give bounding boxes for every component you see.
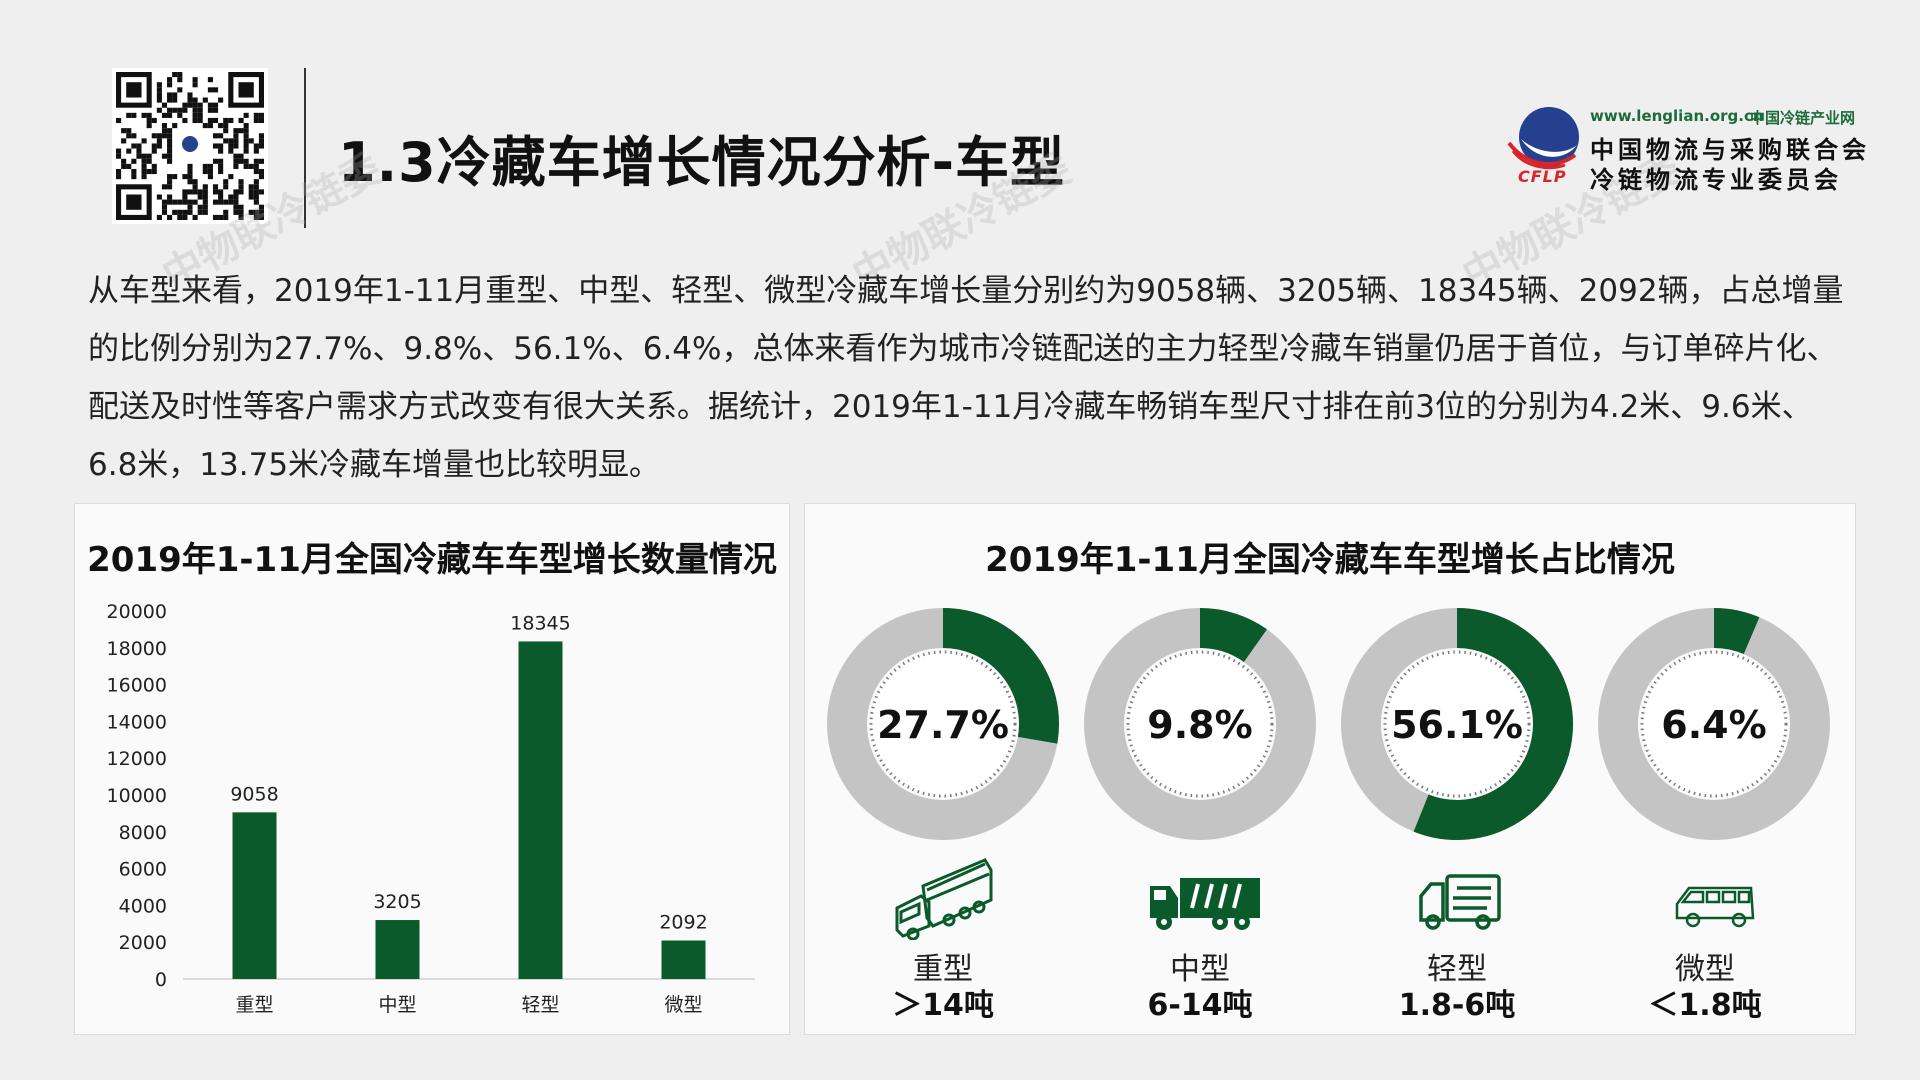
y-tick-label: 10000 [107,785,167,807]
donut-percent-label: 27.7% [877,703,1009,747]
vehicle-weight-range: 6-14吨 [1147,988,1253,1023]
bar-data-label: 18345 [510,612,570,634]
bar [375,920,420,979]
bar-data-label: 2092 [659,912,707,934]
x-tick-label: 中型 [378,994,416,1016]
donut-slice [1413,608,1573,840]
light-truck-icon [1419,874,1501,930]
bar-data-label: 3205 [373,891,421,913]
y-tick-label: 12000 [107,748,167,770]
vehicle-type-name: 轻型 [1427,952,1487,987]
donut-inner-ring [1383,650,1531,798]
bar [232,812,277,979]
donut-inner-ring [1126,650,1274,798]
vehicle-type-name: 微型 [1675,952,1735,987]
logo-org-name: 中国物流与采购联合会 [1590,136,1870,164]
y-tick-label: 6000 [119,859,167,881]
title-divider [304,68,306,228]
y-tick-label: 16000 [107,675,167,697]
donut-heavy: 27.7% [823,604,1063,848]
donut-percent-label: 6.4% [1661,703,1766,747]
bar [518,641,563,979]
donut-medium: 9.8% [1080,604,1320,848]
logo-url: www.lenglian.org.cn [1590,107,1764,125]
logo-site-name: 中国冷链产业网 [1750,109,1856,127]
logo-abbr: CFLP [1518,167,1567,186]
donut-inner-ring [1640,650,1788,798]
y-tick-label: 0 [155,969,167,991]
cflp-logo: www.lenglian.org.cn 中国冷链产业网 中国物流与采购联合会 冷… [1505,105,1875,194]
bar [661,940,706,979]
y-tick-label: 18000 [107,638,167,660]
x-tick-label: 微型 [664,994,702,1016]
bar-chart-panel: 2019年1-11月全国冷藏车车型增长数量情况 20000 18000 16000 1… [74,503,790,1035]
y-tick-label: 4000 [119,895,167,917]
vehicle-weight-range: 1.8-6吨 [1398,988,1516,1023]
donut-percent-label: 9.8% [1147,703,1252,747]
van-icon [1675,886,1755,928]
vehicle-type-name: 中型 [1170,952,1230,987]
bar-data-label: 9058 [230,783,278,805]
bar-chart-title: 2019年1-11月全国冷藏车车型增长数量情况 [87,540,777,580]
medium-truck-icon [1150,878,1260,930]
vehicle-type-name: 重型 [913,952,973,987]
globe-logo-icon [1507,107,1579,170]
donut-slice [1199,608,1267,663]
donut-mini: 6.4% [1594,604,1834,848]
summary-paragraph: 从车型来看，2019年1-11月重型、中型、轻型、微型冷藏车增长量分别约为905… [88,273,1844,483]
donut-percent-label: 56.1% [1391,703,1523,747]
qr-code [112,68,268,224]
donut-chart-title: 2019年1-11月全国冷藏车车型增长占比情况 [985,540,1675,580]
y-tick-label: 2000 [119,932,167,954]
vehicle-weight-range: ＞14吨 [892,988,994,1023]
logo-committee-name: 冷链物流专业委员会 [1590,166,1842,194]
donut-inner-ring [869,650,1017,798]
page-title: 1.3冷藏车增长情况分析-车型 [338,131,1066,194]
donut-light: 56.1% [1337,604,1577,848]
heavy-truck-icon [895,858,993,940]
y-tick-label: 14000 [107,711,167,733]
donut-slice [942,608,1059,744]
y-tick-label: 8000 [119,822,167,844]
y-tick-label: 20000 [107,601,167,623]
vehicle-weight-range: ＜1.8吨 [1648,988,1762,1023]
x-tick-label: 重型 [235,994,273,1016]
donut-chart-panel: 2019年1-11月全国冷藏车车型增长占比情况 27.7% 9.8% 56.1%… [804,503,1856,1035]
x-tick-label: 轻型 [521,994,559,1016]
donut-slice [1713,608,1760,655]
bar-chart: 2000018000160001400012000100008000600040… [107,601,755,1016]
